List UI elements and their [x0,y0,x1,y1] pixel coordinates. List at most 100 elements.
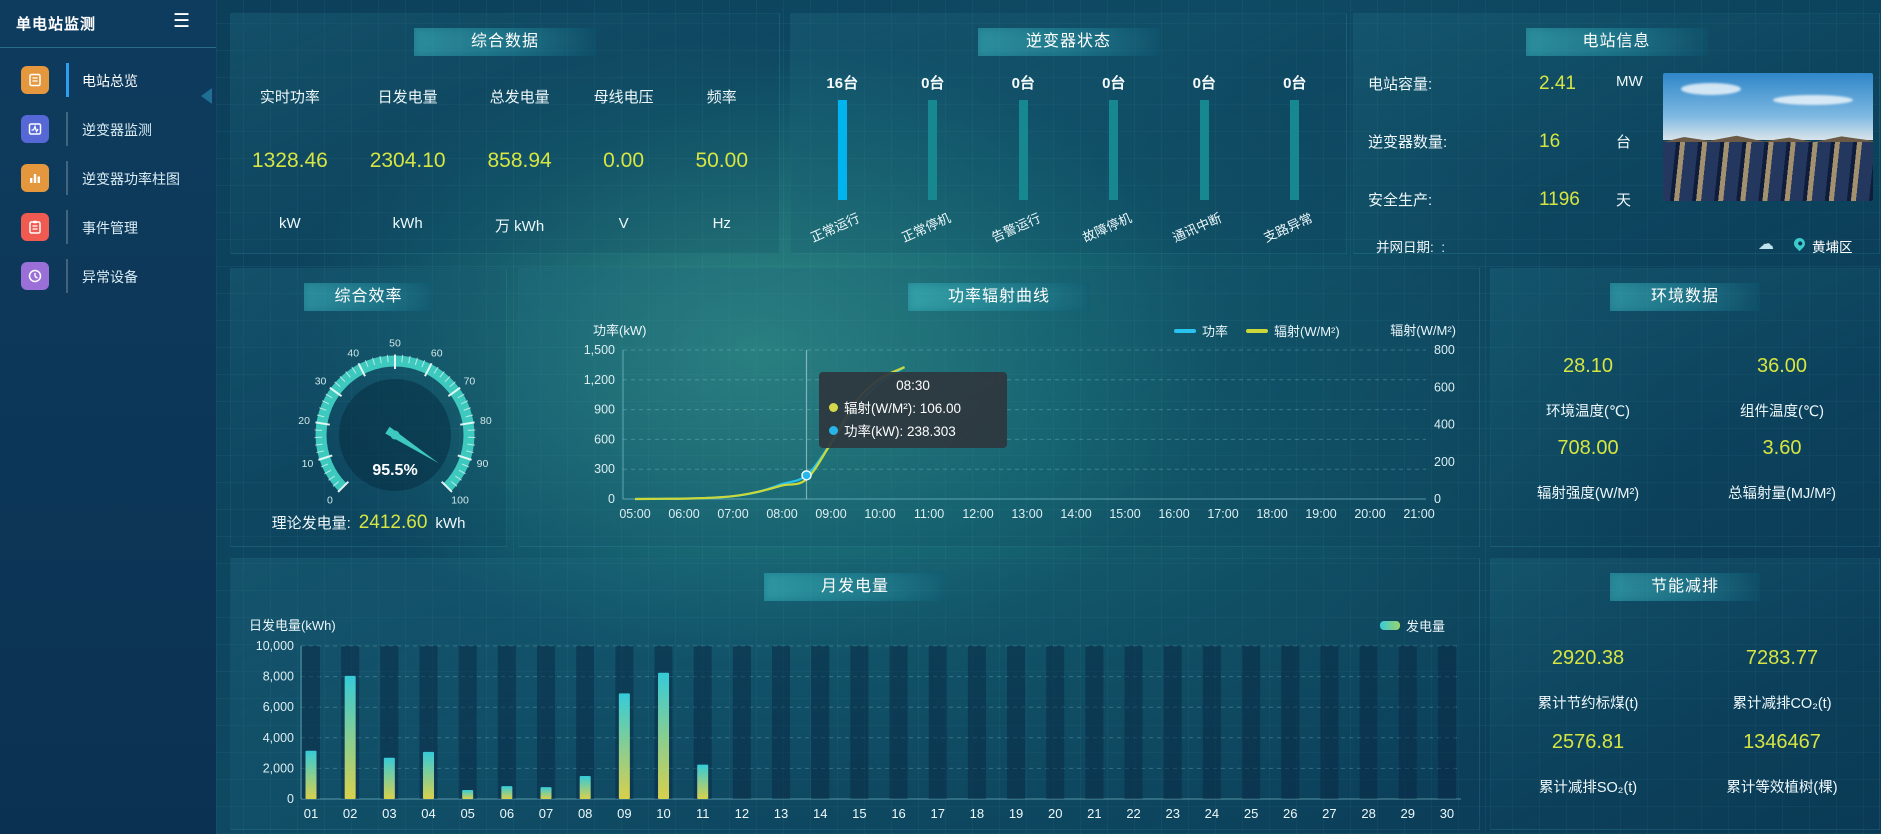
svg-text:10,000: 10,000 [256,639,294,653]
svg-text:800: 800 [1434,343,1455,357]
svg-text:16: 16 [891,806,905,821]
svg-text:22: 22 [1126,806,1140,821]
metric-cell: 7283.77 累计减排CO₂(t) [1685,647,1879,713]
inverter-monitor-icon [21,115,49,143]
sidebar-item-label: 电站总览 [82,73,138,89]
inverter-count: 0台 [1283,75,1307,92]
svg-text:20: 20 [1048,806,1062,821]
svg-text:1,500: 1,500 [584,343,615,357]
svg-text:0: 0 [1434,492,1441,506]
panel-environment-title: 环境数据 [1610,283,1760,311]
svg-text:200: 200 [1434,455,1455,469]
svg-text:10:00: 10:00 [864,507,895,521]
inverter-status-bar[interactable] [1199,100,1209,200]
event-management-icon [21,213,49,241]
panel-monthly: 月发电量 日发电量(kWh) 发电量 0 2,000 4,000 6,000 8,000… [230,558,1480,830]
inverter-status-column: 0台告警运行 [978,72,1068,253]
photo-sky [1663,73,1873,140]
svg-text:600: 600 [594,432,615,446]
inverter-status-bar[interactable] [1109,100,1119,200]
inverter-status-bar[interactable] [1018,100,1028,200]
svg-text:15: 15 [852,806,866,821]
sidebar-item-label: 异常设备 [82,269,138,285]
svg-text:19: 19 [1009,806,1023,821]
svg-text:21: 21 [1087,806,1101,821]
inverter-count: 0台 [1011,75,1035,92]
svg-text:40: 40 [347,348,359,360]
inverter-status-bar[interactable] [928,100,938,200]
metric-label: 总辐射量(MJ/M²) [1728,486,1836,502]
svg-text:11:00: 11:00 [914,507,944,521]
monthly-generation-chart[interactable]: 0 2,000 4,000 6,000 8,000 10,000 01 02 03 04 05 06 0… [231,559,1479,829]
power-dot-icon [829,425,838,435]
sidebar-item-2[interactable]: 逆变器监测 [0,109,216,149]
svg-text:900: 900 [594,403,615,417]
svg-text:10: 10 [302,458,314,470]
station-row-label: 安全生产: [1368,192,1433,209]
generation-legend-swatch [1379,621,1400,630]
inverter-status-bar[interactable] [837,100,847,200]
inverter-status-column: 16台 正常运行 [797,72,887,253]
metric-value: 36.00 [1756,355,1808,377]
inverter-count: 16台 [826,75,859,92]
inverter-status-bar[interactable] [1290,100,1300,200]
metric-cell: 3.60 总辐射量(MJ/M²) [1685,437,1879,503]
svg-text:4,000: 4,000 [263,731,294,745]
svg-text:29: 29 [1401,806,1415,821]
inverter-count: 0台 [921,75,945,92]
sidebar-item-4[interactable]: 事件管理 [0,207,216,247]
generation-legend-label: 发电量 [1405,619,1445,634]
svg-text:05:00: 05:00 [619,507,650,521]
sidebar-item-1[interactable]: 电站总览 [0,60,216,100]
line-chart-legend: 功率 辐射(W/M²) [1174,321,1340,340]
panel-environment: 环境数据 28.10 环境温度(℃) 36.00 组件温度(℃) 708.00 辐射强度(… [1490,268,1880,547]
svg-text:24: 24 [1205,806,1219,821]
chart-tooltip: 08:30 辐射(W/M²): 106.00 功率(kW): 238.303 [819,372,1007,448]
panel-efficiency: 综合效率 0 10 20 30 40 50 60 70 80 90 100 95.5% 理论发电量: … [230,268,507,547]
inverter-status-label: 正常停机 [899,210,953,246]
metric-value: 0.00 [603,149,645,172]
metric-label: 日发电量 [377,89,438,106]
inverter-status-label: 告警运行 [989,210,1044,246]
panel-summary-title: 综合数据 [414,28,596,56]
svg-text:17: 17 [930,806,944,821]
power-axis-label: 功率(kW) [593,323,647,338]
station-row-unit: MW [1616,73,1643,90]
metric-unit: kW [279,215,301,232]
svg-text:13:00: 13:00 [1011,507,1042,521]
efficiency-gauge[interactable]: 0 10 20 30 40 50 60 70 80 90 100 95.5% [295,335,495,535]
legend-item-功率[interactable]: 功率 [1174,321,1228,340]
sidebar-item-3[interactable]: 逆变器功率柱图 [0,158,216,198]
metric-label: 组件温度(℃) [1740,404,1824,420]
location-pin-icon[interactable] [1791,235,1808,252]
legend-label: 功率 [1202,324,1229,339]
weather-cloud-icon[interactable]: ☁ [1758,236,1774,253]
legend-item-辐射(W/M²)[interactable]: 辐射(W/M²) [1246,321,1340,340]
abnormal-device-icon [21,262,49,290]
svg-text:09: 09 [617,806,631,821]
svg-text:600: 600 [1434,380,1455,394]
svg-text:8,000: 8,000 [263,670,294,684]
metric-value: 1328.46 [251,149,328,172]
sidebar-collapse-arrow-icon[interactable] [201,88,212,104]
item-divider [66,63,69,97]
power-radiation-chart[interactable]: 0 300 600 900 1,200 1,500 0 200 400 600 800 05:00 06… [519,269,1479,546]
metric-cell: 1346467 累计等效植树(棵) [1685,731,1879,797]
metric-cell: 2920.38 累计节约标煤(t) [1491,647,1685,713]
panel-savings: 节能减排 2920.38 累计节约标煤(t) 7283.77 累计减排CO₂(t) 25… [1490,558,1880,830]
metric-value: 1346467 [1743,731,1821,753]
svg-text:12:00: 12:00 [962,507,993,521]
monthly-legend[interactable]: 发电量 [1379,616,1445,635]
sidebar: 单电站监测 ☰ 电站总览 逆变器监测 逆变器功率柱图 事件管理 异常设备 [0,0,216,834]
location-label[interactable]: 黄埔区 [1812,240,1853,255]
legend-swatch [1174,328,1196,333]
sidebar-item-5[interactable]: 异常设备 [0,256,216,296]
item-divider [66,259,68,293]
theoretical-generation-value: 2412.60 [358,512,428,533]
svg-text:18: 18 [970,806,984,821]
station-row-value: 2.41 [1539,73,1576,94]
svg-text:2,000: 2,000 [263,761,294,775]
tooltip-row-power: 功率(kW): 238.303 [829,420,997,440]
svg-text:03: 03 [382,806,396,821]
hamburger-menu-icon[interactable]: ☰ [172,11,190,32]
